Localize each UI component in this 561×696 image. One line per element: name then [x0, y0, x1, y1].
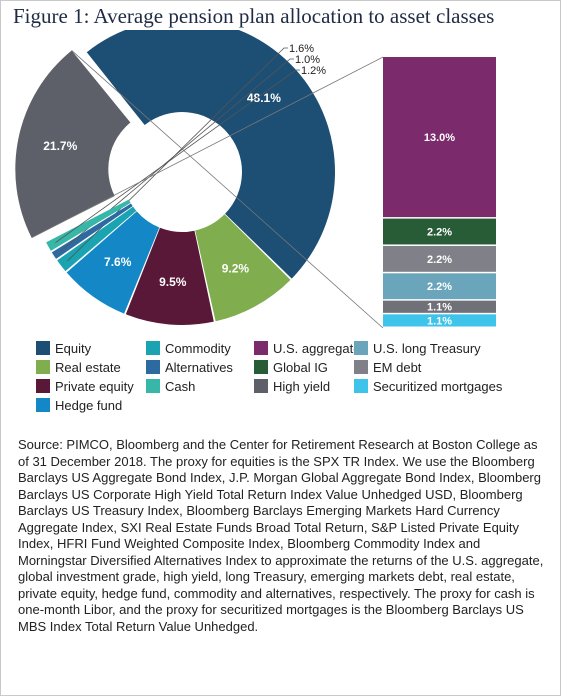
leader-cash — [55, 69, 300, 244]
legend-swatch — [36, 398, 50, 412]
legend-swatch — [36, 379, 50, 393]
slice-equity — [86, 30, 335, 279]
slice-private-equity — [125, 227, 214, 326]
slice-hedge-fund — [66, 211, 160, 314]
legend-label: Global IG — [273, 359, 328, 375]
chart-title: Figure 1: Average pension plan allocatio… — [13, 4, 495, 28]
bar-label-securitized-mortgages: 1.1% — [427, 315, 452, 327]
legend-label: Hedge fund — [55, 397, 123, 413]
legend-swatch — [254, 360, 268, 374]
legend-item-equity: Equity — [36, 340, 91, 356]
legend-swatch — [146, 341, 160, 355]
legend-item-private-equity: Private equity — [36, 378, 134, 394]
data-label-alternatives: 1.0% — [295, 54, 320, 66]
source-note: Source: PIMCO, Bloomberg and the Center … — [18, 437, 548, 635]
legend-label: U.S. aggregate — [273, 340, 361, 356]
legend-item-em-debt: EM debt — [354, 359, 421, 375]
legend-item-hedge-fund: Hedge fund — [36, 397, 122, 413]
bar-securitized-mortgages — [383, 314, 496, 327]
bar-label-high-yield: 1.1% — [427, 302, 452, 314]
legend-item-securitized-mortgages: Securitized mortgages — [354, 378, 502, 394]
data-label-real-estate: 9.2% — [222, 262, 250, 276]
bar-label-u-s-long-treasury: 2.2% — [427, 281, 452, 293]
bar-label-u-s-aggregate: 13.0% — [424, 132, 455, 144]
leader-alternatives — [60, 58, 294, 252]
bar-label-em-debt: 2.2% — [427, 254, 452, 266]
data-label-cash: 1.2% — [301, 65, 326, 77]
legend-swatch — [36, 360, 50, 374]
data-label-hedge-fund: 7.6% — [104, 255, 132, 269]
legend-label: Equity — [55, 340, 92, 356]
legend-label: Alternatives — [165, 359, 233, 375]
bar-u-s-aggregate — [383, 57, 496, 218]
legend-swatch — [354, 360, 368, 374]
legend-swatch — [146, 379, 160, 393]
legend-item-global-ig: Global IG — [254, 359, 328, 375]
legend-swatch — [354, 341, 368, 355]
legend-item-cash: Cash — [146, 378, 195, 394]
data-label-commodity: 1.6% — [289, 43, 314, 55]
legend-swatch — [254, 379, 268, 393]
slice-alternatives — [51, 203, 133, 259]
chart-legend: Equity Commodity U.S. aggregate U.S. long T… — [36, 340, 536, 422]
legend-item-alternatives: Alternatives — [146, 359, 233, 375]
slice-commodity — [57, 206, 137, 272]
slice-cash — [46, 199, 131, 251]
legend-item-u-s-aggregate: U.S. aggregate — [254, 340, 360, 356]
legend-label: Cash — [165, 378, 196, 394]
bar-label-global-ig: 2.2% — [427, 227, 452, 239]
data-label-equity: 48.1% — [247, 91, 281, 105]
legend-swatch — [354, 379, 368, 393]
bar-u-s-long-treasury — [383, 273, 496, 300]
legend-swatch — [146, 360, 160, 374]
connector-top — [31, 56, 384, 239]
legend-item-commodity: Commodity — [146, 340, 231, 356]
legend-label: Commodity — [165, 340, 231, 356]
legend-label: Securitized mortgages — [373, 378, 503, 394]
source-text: Source: PIMCO, Bloomberg and the Center … — [18, 437, 544, 634]
legend-swatch — [254, 341, 268, 355]
legend-item-high-yield: High yield — [254, 378, 330, 394]
legend-label: Private equity — [55, 378, 134, 394]
legend-item-u-s-long-treasury: U.S. long Treasury — [354, 340, 481, 356]
bar-high-yield — [383, 300, 496, 313]
bar-global-ig — [383, 218, 496, 245]
legend-label: High yield — [273, 378, 331, 394]
pension-allocation-chart: 48.1% 9.2% 9.5% 7.6% 1.6%1.0%1.2% 21.7% 13.0% 2… — [15, 30, 496, 329]
legend-label: Real estate — [55, 359, 121, 375]
legend-label: EM debt — [373, 359, 422, 375]
slice-real-estate — [195, 214, 291, 322]
data-label-private-equity: 9.5% — [159, 275, 187, 289]
legend-swatch — [36, 341, 50, 355]
leader-commodity — [67, 47, 288, 262]
legend-label: U.S. long Treasury — [373, 340, 481, 356]
slice-fixed-income — [15, 50, 131, 238]
connector-bottom — [71, 50, 384, 329]
legend-item-real-estate: Real estate — [36, 359, 121, 375]
bar-em-debt — [383, 245, 496, 272]
data-label-fixed-income: 21.7% — [43, 139, 77, 153]
